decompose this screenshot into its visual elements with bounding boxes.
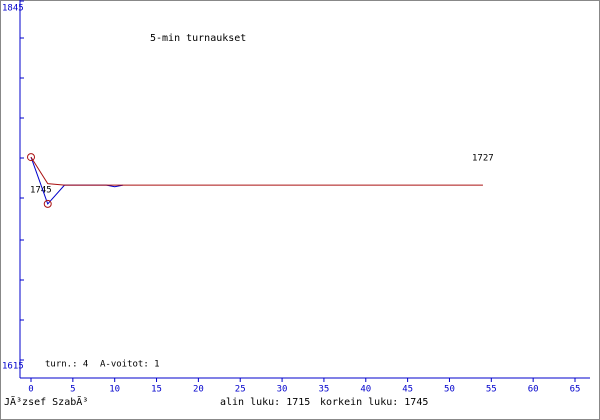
x-tick-label: 30 bbox=[277, 385, 288, 395]
series-line bbox=[30, 156, 483, 186]
y-tick-label: 1845 bbox=[2, 4, 24, 14]
annotation: 1745 bbox=[30, 186, 52, 196]
x-tick-label: 45 bbox=[402, 385, 413, 395]
x-tick-label: 15 bbox=[151, 385, 162, 395]
x-tick-label: 5 bbox=[70, 385, 75, 395]
x-tick-label: 35 bbox=[319, 385, 330, 395]
y-tick-label: 1615 bbox=[2, 362, 24, 372]
x-tick-label: 25 bbox=[235, 385, 246, 395]
x-tick-label: 65 bbox=[570, 385, 581, 395]
extreme-marker bbox=[43, 199, 52, 208]
x-tick-label: 10 bbox=[109, 385, 120, 395]
x-tick-label: 55 bbox=[486, 385, 497, 395]
footer-player: JÃ³zsef SzabÃ³ bbox=[4, 395, 88, 408]
x-tick-label: 60 bbox=[528, 385, 539, 395]
annotation: 1727 bbox=[472, 154, 494, 164]
x-tick-label: 0 bbox=[28, 385, 33, 395]
footer-low: alin luku: 1715 bbox=[220, 397, 310, 408]
x-tick-label: 40 bbox=[360, 385, 371, 395]
extreme-marker bbox=[27, 153, 35, 162]
stat: A-voitot: 1 bbox=[100, 360, 160, 370]
stat: turn.: 4 bbox=[45, 360, 88, 370]
x-tick-label: 20 bbox=[193, 385, 204, 395]
x-tick-label: 50 bbox=[444, 385, 455, 395]
chart-title: 5-min turnaukset bbox=[150, 33, 246, 44]
footer-high: korkein luku: 1745 bbox=[320, 397, 428, 408]
y-minor-ticks bbox=[20, 37, 24, 321]
